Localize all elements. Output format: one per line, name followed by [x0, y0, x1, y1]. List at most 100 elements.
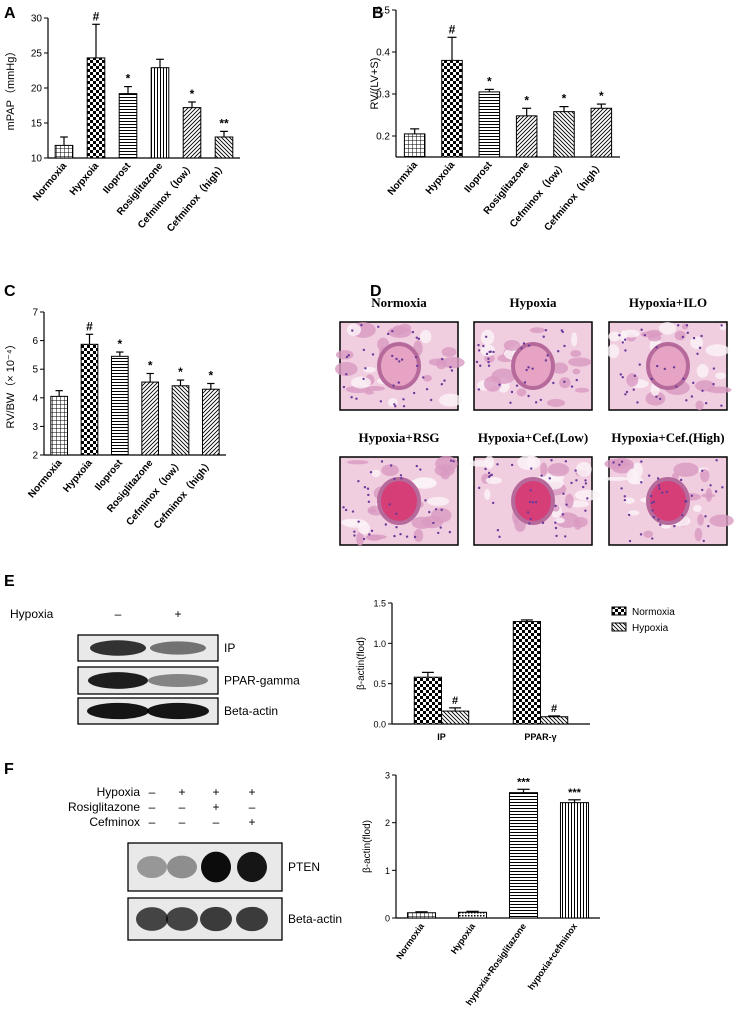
significance-label: * — [524, 93, 529, 107]
nucleus — [658, 397, 662, 401]
condition-mark: + — [248, 815, 255, 829]
panel-letter: C — [4, 283, 16, 300]
nucleus — [720, 324, 723, 327]
nucleus — [570, 481, 573, 485]
nucleus — [477, 486, 481, 490]
bar — [441, 59, 463, 158]
nucleus — [628, 539, 632, 543]
nucleus — [620, 487, 623, 490]
nucleus — [620, 460, 624, 463]
blot-band — [90, 640, 146, 656]
tissue — [576, 462, 592, 477]
nucleus — [720, 404, 723, 407]
nucleus — [627, 513, 631, 517]
nucleus — [388, 503, 391, 506]
nucleus — [554, 521, 557, 524]
x-tick-label: Cefminox（high） — [541, 159, 607, 234]
vessel — [377, 342, 421, 390]
tissue — [623, 497, 635, 504]
error-bar — [156, 58, 164, 68]
legend-label: Normoxia — [632, 607, 675, 618]
y-tick-label: 0.0 — [373, 720, 386, 730]
nucleus — [544, 328, 548, 332]
x-tick-label: Normxia — [386, 160, 420, 198]
nucleus — [449, 459, 453, 462]
nucleus — [395, 512, 398, 515]
x-tick-label: Normoxia — [26, 458, 64, 501]
condition-label: Hypoxia — [10, 607, 54, 621]
y-tick-label: 20 — [31, 84, 43, 95]
tissue — [573, 516, 588, 528]
nucleus — [663, 367, 666, 371]
nucleus — [690, 494, 694, 498]
nucleus — [681, 514, 684, 517]
nucleus — [529, 489, 532, 492]
tissue — [410, 478, 437, 488]
nucleus — [440, 508, 443, 512]
tissue — [356, 531, 364, 546]
nucleus — [498, 535, 501, 539]
error-bar — [55, 390, 63, 397]
nucleus — [477, 349, 481, 352]
tissue — [485, 476, 502, 485]
nucleus — [647, 474, 651, 477]
nucleus — [586, 497, 589, 500]
nucleus — [498, 383, 501, 386]
error-bar — [466, 910, 479, 913]
tissue — [554, 512, 580, 528]
tissue — [628, 510, 640, 516]
x-tick-label: Normoxia — [394, 921, 427, 962]
nucleus — [479, 364, 482, 367]
tissue — [438, 393, 463, 407]
nucleus — [554, 504, 557, 508]
y-axis-label: mPAP（mmHg） — [4, 46, 17, 131]
y-tick-label: 6 — [32, 336, 38, 347]
nucleus — [509, 401, 512, 405]
tissue — [364, 390, 374, 395]
tissue — [529, 327, 546, 334]
nucleus — [701, 488, 704, 492]
nucleus — [496, 528, 500, 532]
error-bar — [92, 23, 100, 58]
condition-mark: + — [212, 800, 219, 814]
y-axis-label: β-actin(flod) — [356, 637, 367, 690]
tissue — [335, 361, 358, 377]
nucleus — [439, 526, 442, 529]
tissue — [551, 362, 569, 374]
bar — [478, 91, 501, 158]
nucleus — [612, 461, 615, 464]
y-tick-label: 3 — [32, 422, 38, 433]
nucleus — [656, 477, 660, 480]
error-bar — [410, 128, 420, 134]
nucleus — [692, 381, 695, 385]
error-bar — [85, 333, 94, 345]
nucleus — [526, 511, 530, 514]
tissue — [568, 357, 592, 367]
nucleus — [362, 348, 366, 352]
nucleus — [342, 506, 345, 509]
nucleus — [652, 500, 656, 504]
nucleus — [682, 377, 685, 380]
nucleus — [360, 323, 363, 327]
blot-band — [136, 907, 168, 931]
error-bar — [548, 715, 561, 717]
nucleus — [488, 350, 491, 354]
nucleus — [564, 460, 568, 463]
significance-label: * — [126, 72, 131, 86]
y-tick-label: 0.3 — [376, 90, 390, 101]
nucleus — [659, 523, 662, 526]
tissue — [428, 358, 444, 366]
blot-band — [148, 673, 208, 688]
nucleus — [515, 384, 519, 387]
nucleus — [367, 493, 370, 497]
nucleus — [393, 403, 396, 406]
tissue — [441, 347, 457, 357]
nucleus — [542, 335, 545, 338]
nucleus — [676, 324, 680, 327]
nucleus — [541, 521, 545, 525]
nucleus — [395, 357, 398, 361]
blot-band — [87, 702, 149, 720]
tissue — [335, 350, 354, 360]
tissue — [484, 488, 491, 500]
nucleus — [672, 366, 676, 369]
